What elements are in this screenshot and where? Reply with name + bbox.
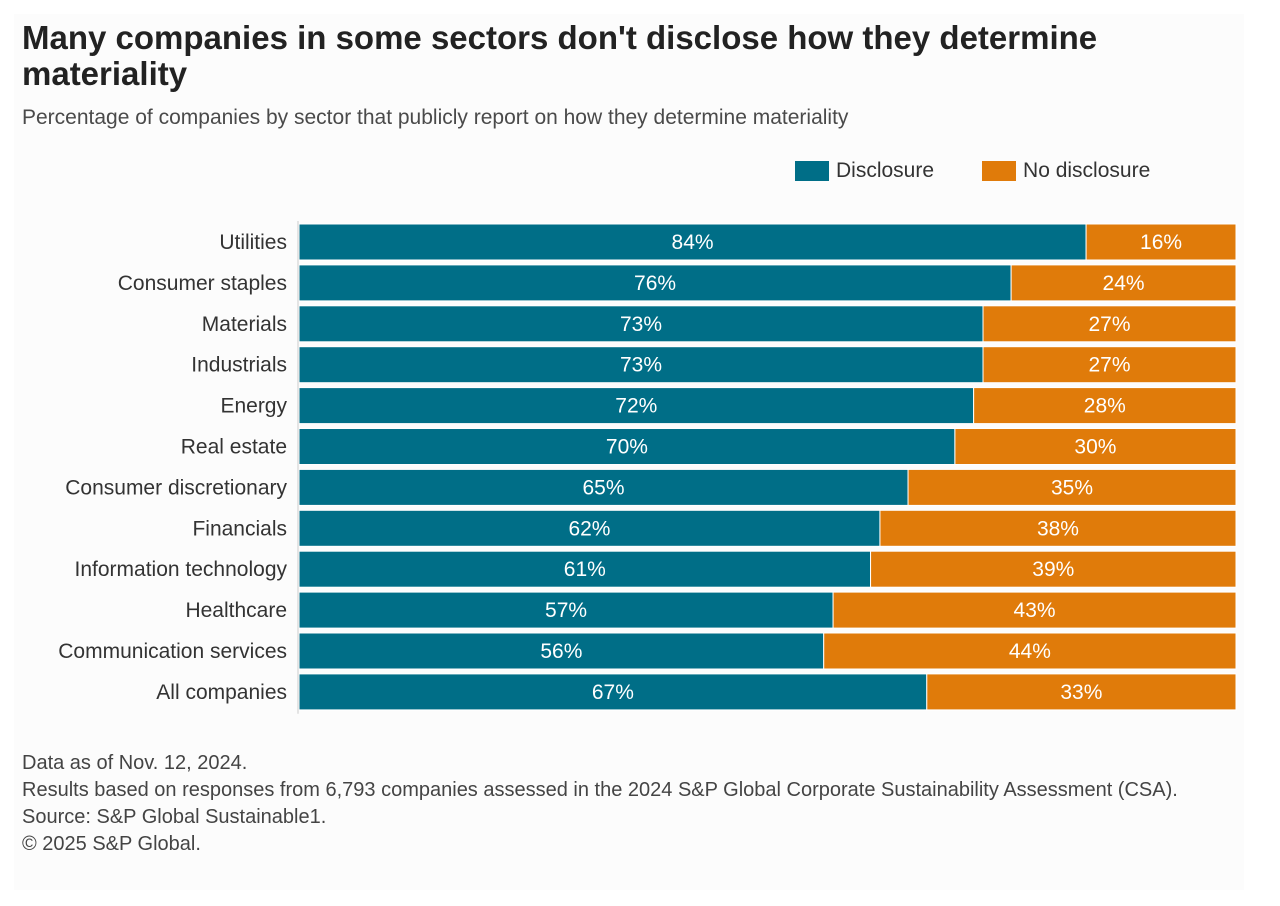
bar-disclosure-consumer-staples bbox=[298, 264, 1012, 302]
legend-swatch-disclosure bbox=[795, 161, 829, 181]
note-methodology: Results based on responses from 6,793 co… bbox=[22, 779, 1178, 801]
data-label-disclosure-financials: 62% bbox=[568, 517, 610, 540]
category-label-consumer-staples: Consumer staples bbox=[118, 272, 287, 295]
category-label-energy: Energy bbox=[220, 395, 287, 418]
legend-item-disclosure: Disclosure bbox=[795, 159, 934, 183]
bar-disclosure-all-companies bbox=[298, 673, 928, 711]
category-label-information-technology: Information technology bbox=[75, 558, 288, 581]
chart-legend: Disclosure No disclosure bbox=[795, 158, 1150, 184]
data-label-no-disclosure-consumer-staples: 24% bbox=[1103, 272, 1145, 295]
bar-disclosure-consumer-discretionary bbox=[298, 468, 909, 506]
data-label-no-disclosure-materials: 27% bbox=[1088, 313, 1130, 336]
data-label-no-disclosure-utilities: 16% bbox=[1140, 231, 1182, 254]
data-label-disclosure-consumer-staples: 76% bbox=[634, 272, 676, 295]
bar-disclosure-utilities bbox=[298, 223, 1087, 261]
data-label-disclosure-communication-services: 56% bbox=[540, 640, 582, 663]
data-label-disclosure-materials: 73% bbox=[620, 313, 662, 336]
data-label-no-disclosure-communication-services: 44% bbox=[1009, 640, 1051, 663]
bar-no-disclosure-utilities bbox=[1085, 223, 1237, 261]
note-copyright: © 2025 S&P Global. bbox=[22, 833, 201, 855]
bar-disclosure-information-technology bbox=[298, 550, 872, 588]
bar-disclosure-communication-services bbox=[298, 632, 825, 670]
category-label-financials: Financials bbox=[192, 517, 287, 540]
data-label-disclosure-all-companies: 67% bbox=[592, 681, 634, 704]
data-label-disclosure-industrials: 73% bbox=[620, 354, 662, 377]
data-label-disclosure-utilities: 84% bbox=[672, 231, 714, 254]
data-label-disclosure-healthcare: 57% bbox=[545, 599, 587, 622]
legend-label-no-disclosure: No disclosure bbox=[1023, 159, 1151, 182]
bar-no-disclosure-healthcare bbox=[832, 591, 1237, 629]
bar-no-disclosure-communication-services bbox=[823, 632, 1237, 670]
bar-no-disclosure-consumer-discretionary bbox=[907, 468, 1237, 506]
legend-swatch-no-disclosure bbox=[982, 161, 1017, 181]
legend-item-no-disclosure: No disclosure bbox=[982, 159, 1150, 183]
chart-subtitle: Percentage of companies by sector that p… bbox=[22, 106, 849, 129]
bar-no-disclosure-real-estate bbox=[954, 428, 1237, 465]
category-label-materials: Materials bbox=[202, 313, 287, 336]
note-source: Source: S&P Global Sustainable1. bbox=[22, 806, 327, 828]
data-label-disclosure-real-estate: 70% bbox=[606, 436, 648, 459]
bar-disclosure-healthcare bbox=[298, 591, 834, 629]
category-label-consumer-discretionary: Consumer discretionary bbox=[65, 476, 287, 499]
bar-no-disclosure-energy bbox=[973, 387, 1237, 425]
bar-no-disclosure-materials bbox=[982, 305, 1237, 343]
bar-disclosure-materials bbox=[298, 305, 984, 343]
category-label-utilities: Utilities bbox=[219, 231, 287, 254]
data-label-disclosure-information-technology: 61% bbox=[564, 558, 606, 581]
data-label-no-disclosure-consumer-discretionary: 35% bbox=[1051, 476, 1093, 499]
category-label-all-companies: All companies bbox=[156, 681, 287, 704]
bar-no-disclosure-information-technology bbox=[870, 550, 1237, 588]
bar-no-disclosure-consumer-staples bbox=[1010, 264, 1237, 302]
bar-disclosure-energy bbox=[298, 387, 975, 425]
data-label-no-disclosure-all-companies: 33% bbox=[1060, 681, 1102, 704]
data-label-no-disclosure-healthcare: 43% bbox=[1014, 599, 1056, 622]
bar-no-disclosure-financials bbox=[879, 509, 1237, 547]
bar-no-disclosure-all-companies bbox=[926, 673, 1237, 711]
category-label-communication-services: Communication services bbox=[58, 640, 287, 663]
data-label-no-disclosure-information-technology: 39% bbox=[1032, 558, 1074, 581]
bar-no-disclosure-industrials bbox=[982, 346, 1237, 384]
category-label-healthcare: Healthcare bbox=[185, 599, 287, 622]
bar-disclosure-industrials bbox=[298, 346, 984, 384]
chart-title: Many companies in some sectors don't dis… bbox=[22, 19, 1098, 92]
category-label-real-estate: Real estate bbox=[181, 436, 287, 459]
data-label-disclosure-energy: 72% bbox=[615, 395, 657, 418]
chart-notes: Data as of Nov. 12, 2024. Results based … bbox=[22, 750, 1222, 858]
category-label-industrials: Industrials bbox=[191, 354, 287, 377]
data-label-no-disclosure-industrials: 27% bbox=[1088, 354, 1130, 377]
data-label-no-disclosure-real-estate: 30% bbox=[1074, 436, 1116, 459]
data-label-no-disclosure-financials: 38% bbox=[1037, 517, 1079, 540]
data-label-no-disclosure-energy: 28% bbox=[1084, 395, 1126, 418]
note-data-date: Data as of Nov. 12, 2024. bbox=[22, 752, 248, 774]
data-label-disclosure-consumer-discretionary: 65% bbox=[583, 476, 625, 499]
legend-label-disclosure: Disclosure bbox=[836, 159, 935, 182]
